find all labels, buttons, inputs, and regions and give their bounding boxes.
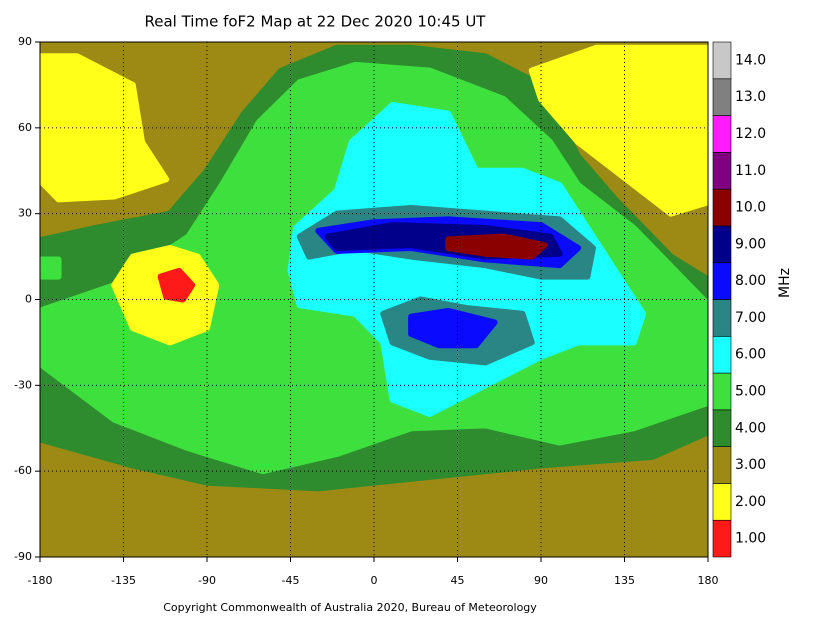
colorbar-tick-label: 10.0 — [735, 200, 766, 216]
colorbar-swatch — [712, 446, 732, 484]
x-tick-label: -180 — [28, 574, 53, 587]
colorbar-swatch — [712, 483, 732, 521]
colorbar-tick-label: 7.00 — [735, 310, 766, 326]
x-tick-label: 135 — [614, 574, 635, 587]
colorbar-swatch — [712, 335, 732, 374]
colorbar-swatch — [712, 299, 732, 337]
colorbar-tick-label: 8.00 — [735, 273, 766, 289]
contour-region — [40, 53, 170, 203]
map — [40, 42, 708, 557]
colorbar-swatch — [712, 78, 732, 116]
y-tick-label: -30 — [14, 378, 32, 391]
colorbar-tick-label: 14.0 — [735, 52, 766, 68]
footer: Copyright Commonwealth of Australia 2020… — [163, 601, 537, 614]
contour-region — [157, 267, 196, 303]
colorbar-swatch — [712, 152, 732, 190]
colorbar-swatch — [712, 519, 732, 558]
colorbar-swatch — [712, 409, 732, 447]
chart-title: Real Time foF2 Map at 22 Dec 2020 10:45 … — [145, 13, 487, 31]
y-tick-label: 90 — [18, 35, 32, 48]
contour-region — [528, 44, 708, 217]
x-tick-label: 90 — [534, 574, 548, 587]
x-tick-label: -90 — [198, 574, 216, 587]
colorbar-swatch — [712, 188, 732, 227]
y-tick-label: -60 — [14, 464, 32, 477]
colorbar-tick-label: 12.0 — [735, 126, 766, 142]
contour-region — [445, 233, 548, 260]
x-tick-label: -45 — [282, 574, 300, 587]
colorbar-swatch — [712, 41, 732, 80]
colorbar-tick-label: 6.00 — [735, 347, 766, 363]
y-tick-label: -90 — [14, 550, 32, 563]
colorbar-tick-label: 1.00 — [735, 531, 766, 547]
colorbar-swatch — [712, 225, 732, 264]
colorbar-tick-label: 4.00 — [735, 420, 766, 436]
x-tick-label: -135 — [111, 574, 136, 587]
y-tick-label: 0 — [25, 293, 32, 306]
colorbar-label: MHz — [777, 268, 793, 298]
colorbar-tick-label: 2.00 — [735, 494, 766, 510]
colorbar-tick-label: 13.0 — [735, 89, 766, 105]
colorbar-tick-label: 9.00 — [735, 236, 766, 252]
x-tick-label: 45 — [451, 574, 465, 587]
colorbar-swatch — [712, 115, 732, 153]
contour-region — [40, 256, 62, 280]
contour-region — [408, 307, 498, 349]
colorbar-tick-label: 5.00 — [735, 383, 766, 399]
colorbar-tick-label: 3.00 — [735, 457, 766, 473]
y-tick-label: 60 — [18, 121, 32, 134]
colorbar-swatch — [712, 372, 732, 411]
y-tick-label: 30 — [18, 207, 32, 220]
x-tick-label: 180 — [698, 574, 719, 587]
x-tick-label: 0 — [371, 574, 378, 587]
colorbar-tick-label: 11.0 — [735, 163, 766, 179]
colorbar-swatch — [712, 262, 732, 300]
